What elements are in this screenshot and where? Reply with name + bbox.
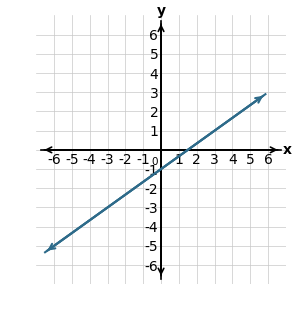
Text: y: y (157, 4, 166, 18)
Text: x: x (283, 143, 292, 157)
Text: 0: 0 (152, 157, 158, 167)
